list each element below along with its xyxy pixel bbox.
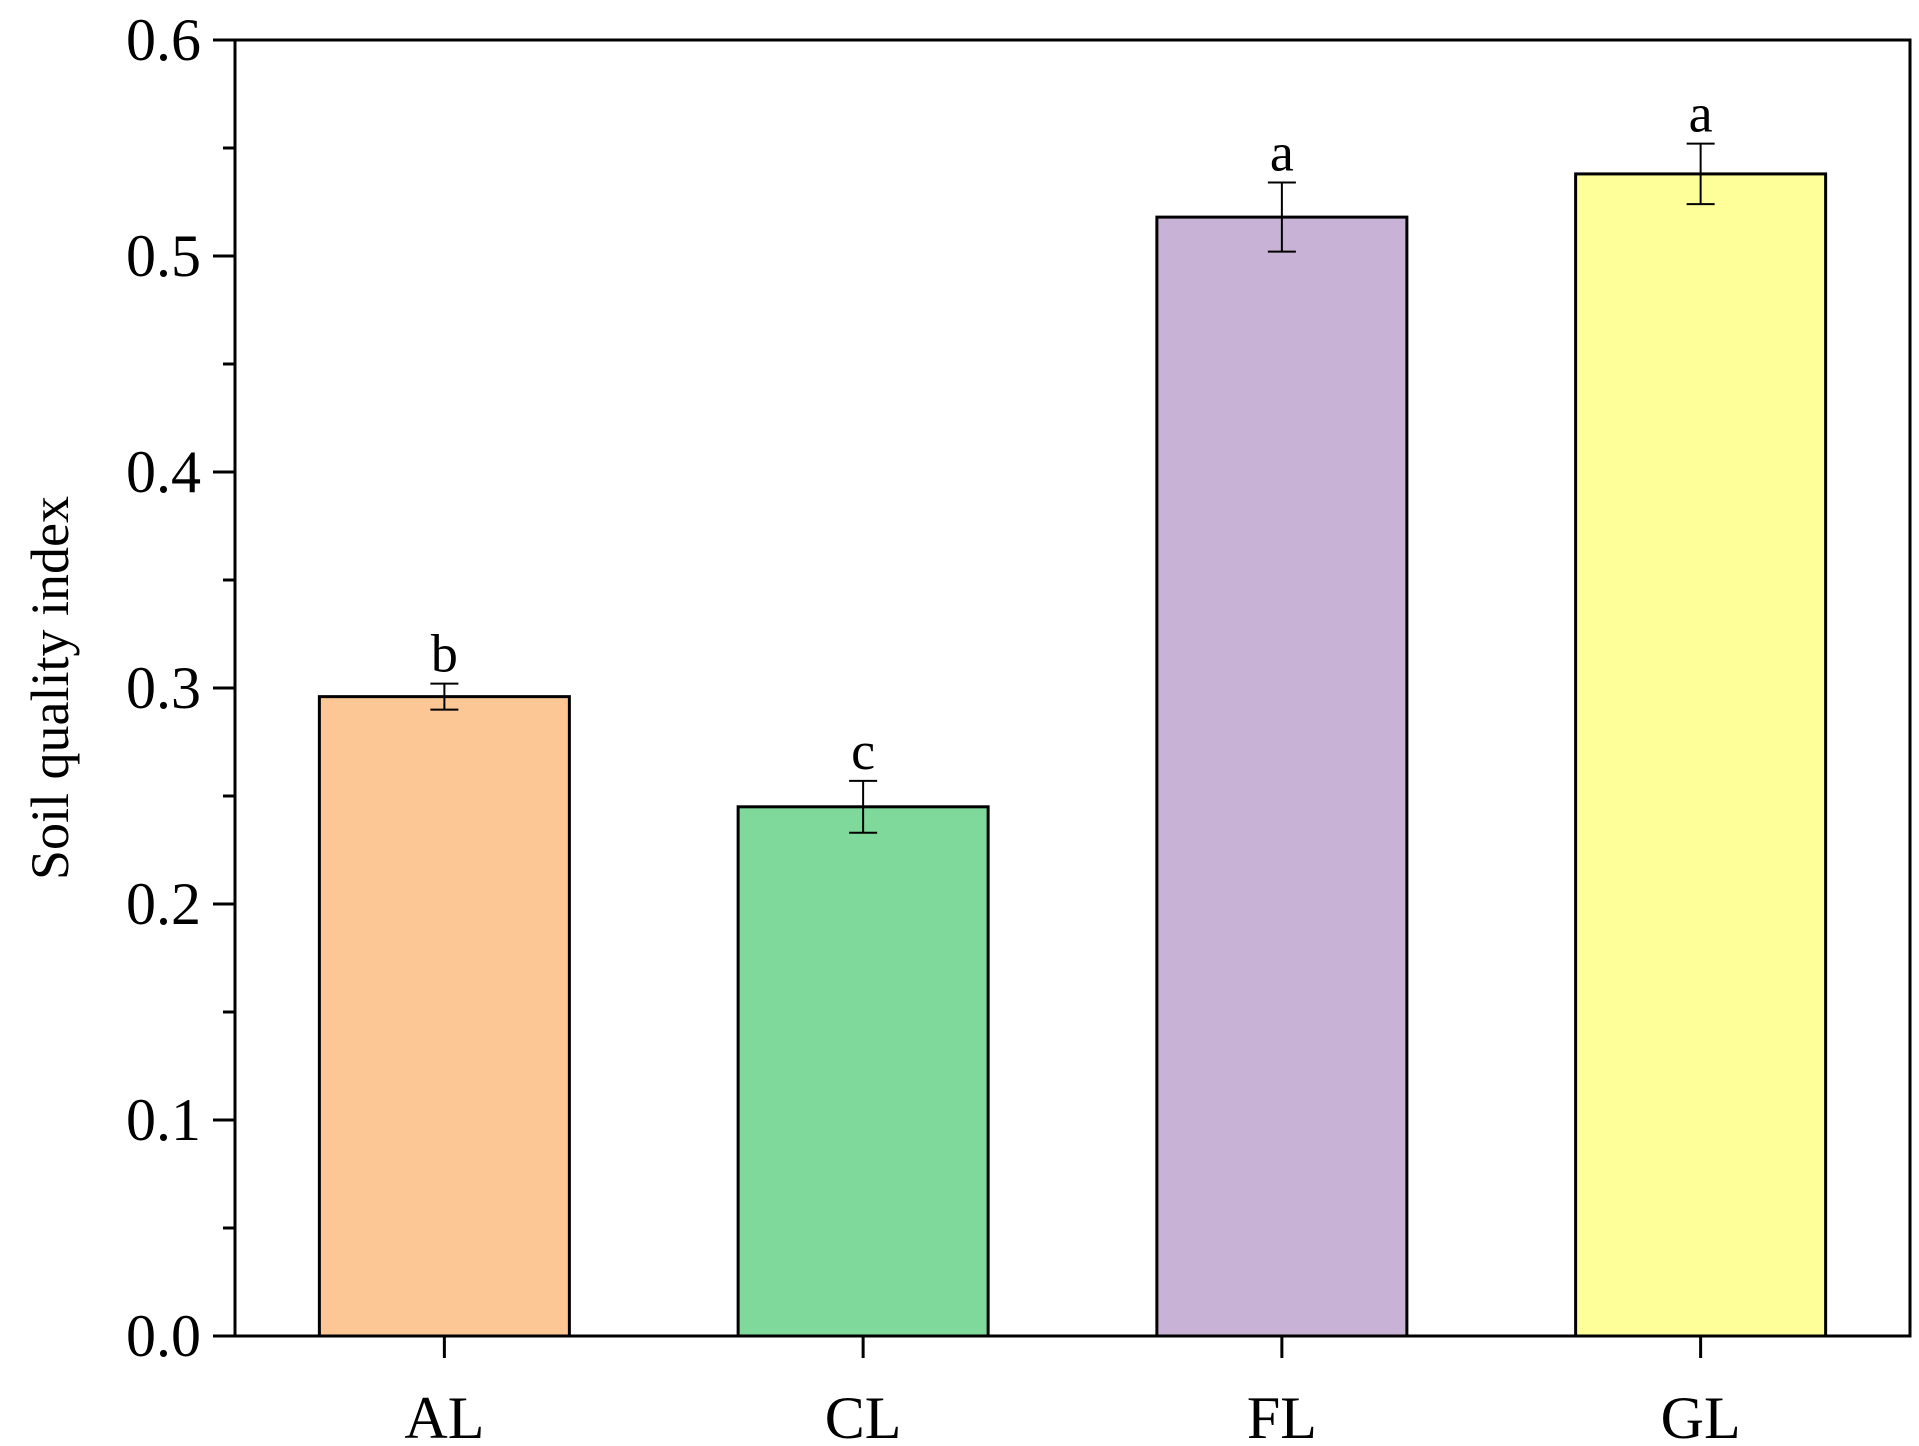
chart-axes: AL CL FL GL 0.0 0.1 0.2 0.3 0.4 0.5 0.6 <box>126 7 1741 1446</box>
significance-label-al: b <box>431 624 458 684</box>
y-tick-label: 0.6 <box>126 7 201 73</box>
bar-al <box>317 695 571 1338</box>
chart-marks: b c a a <box>317 84 1828 1338</box>
error-bar-cl <box>849 779 878 834</box>
error-bar-gl <box>1686 142 1715 206</box>
y-tick-label: 0.4 <box>126 439 201 505</box>
y-axis-label: Soil quality index <box>20 496 80 880</box>
y-tick-label: 0.2 <box>126 871 201 937</box>
x-tick-label-fl: FL <box>1247 1385 1317 1446</box>
significance-label-cl: c <box>851 721 875 781</box>
x-tick-label-al: AL <box>404 1385 484 1446</box>
x-tick-label-gl: GL <box>1661 1385 1741 1446</box>
bar-cl <box>736 805 990 1338</box>
y-tick-label: 0.3 <box>126 655 201 721</box>
x-tick-label-cl: CL <box>825 1385 902 1446</box>
bar-fl <box>1155 215 1409 1338</box>
y-tick-label: 0.5 <box>126 223 201 289</box>
significance-label-gl: a <box>1689 84 1713 144</box>
bar-gl <box>1574 172 1828 1338</box>
error-bar-fl <box>1267 181 1296 253</box>
significance-label-fl: a <box>1270 123 1294 183</box>
error-bar-al <box>430 682 459 711</box>
y-tick-label: 0.0 <box>126 1303 201 1369</box>
y-tick-label: 0.1 <box>126 1087 201 1153</box>
